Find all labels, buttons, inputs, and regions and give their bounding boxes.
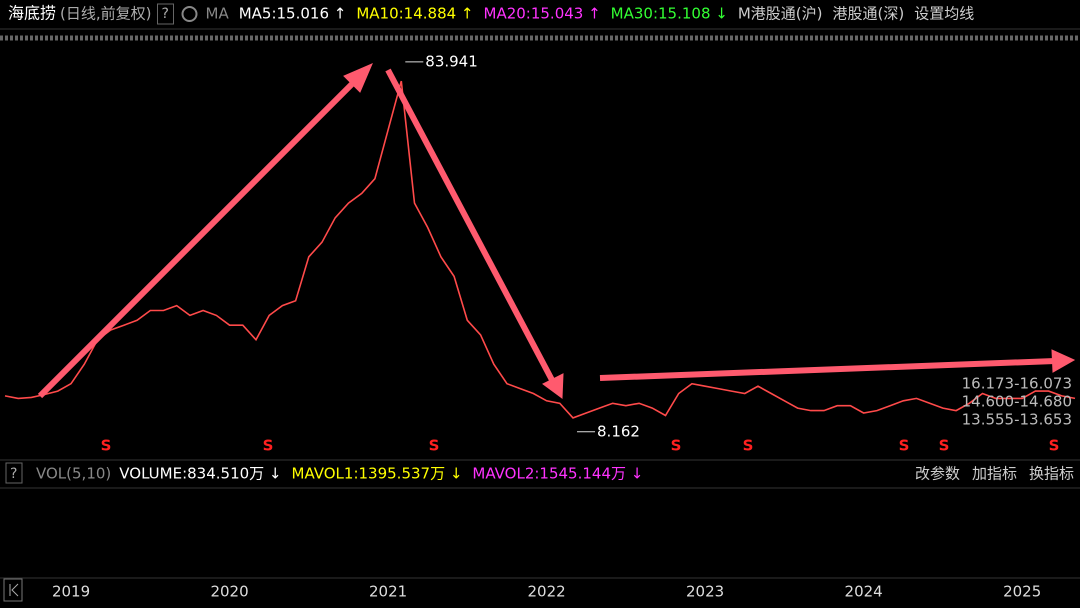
help-button[interactable]: ? — [10, 466, 17, 482]
dividend-marker: S — [939, 437, 950, 455]
help-box — [157, 3, 174, 25]
scroll-start-button[interactable] — [3, 578, 23, 602]
x-tick-label: 2021 — [369, 583, 407, 601]
volume-value: VOLUME:834.510万 ↓ — [119, 465, 281, 483]
price-line — [4, 80, 1076, 419]
dividend-marker: S — [899, 437, 910, 455]
price-level: 13.555-13.653 — [962, 411, 1072, 429]
high-label: 83.941 — [425, 52, 478, 70]
tab[interactable]: M港股通(沪) — [738, 5, 823, 23]
x-tick-label: 2023 — [686, 583, 724, 601]
chart-mode: (日线,前复权) — [60, 5, 151, 23]
ma-value: MA30:15.108 ↓ — [611, 5, 728, 23]
trend-arrow — [385, 68, 555, 382]
dividend-marker: S — [263, 437, 274, 455]
ma-value: MA20:15.043 ↑ — [484, 5, 601, 23]
price-level: 16.173-16.073 — [962, 375, 1072, 393]
volume-value: MAVOL1:1395.537万 ↓ — [292, 465, 463, 483]
stock-title: 海底捞 — [8, 4, 56, 23]
ma-value: MA5:15.016 ↑ — [239, 5, 347, 23]
dividend-marker: S — [429, 437, 440, 455]
x-tick-label: 2019 — [52, 583, 90, 601]
tab[interactable]: 设置均线 — [914, 5, 974, 23]
trend-arrow — [599, 358, 1056, 381]
arrow-head — [542, 373, 564, 399]
scroll-icon — [9, 583, 19, 597]
x-tick-label: 2024 — [845, 583, 883, 601]
dividend-marker: S — [743, 437, 754, 455]
trend-arrows — [37, 63, 1076, 399]
indicator-button[interactable]: 改参数 — [915, 465, 960, 483]
help-box — [5, 462, 23, 484]
volume-label: VOL(5,10) — [36, 465, 111, 483]
ma-value: MA10:14.884 ↑ — [356, 5, 473, 23]
x-tick-label: 2022 — [528, 583, 566, 601]
trend-arrow — [37, 77, 359, 399]
indicator-button[interactable]: 换指标 — [1029, 465, 1074, 483]
arrow-head — [343, 63, 373, 93]
x-tick-label: 2025 — [1003, 583, 1041, 601]
tab[interactable]: 港股通(深) — [833, 5, 905, 23]
dividend-marker: S — [671, 437, 682, 455]
ma-label: MA — [206, 5, 230, 23]
indicator-button[interactable]: 加指标 — [972, 465, 1017, 483]
help-button[interactable]: ? — [162, 6, 169, 22]
dividend-marker: S — [1049, 437, 1060, 455]
dividend-marker: S — [101, 437, 112, 455]
price-level: 14.600-14.680 — [962, 393, 1072, 411]
arrow-head — [1051, 349, 1076, 373]
low-label: 8.162 — [597, 422, 640, 440]
x-tick-label: 2020 — [210, 583, 248, 601]
volume-value: MAVOL2:1545.144万 ↓ — [472, 465, 643, 483]
settings-icon — [181, 6, 198, 22]
